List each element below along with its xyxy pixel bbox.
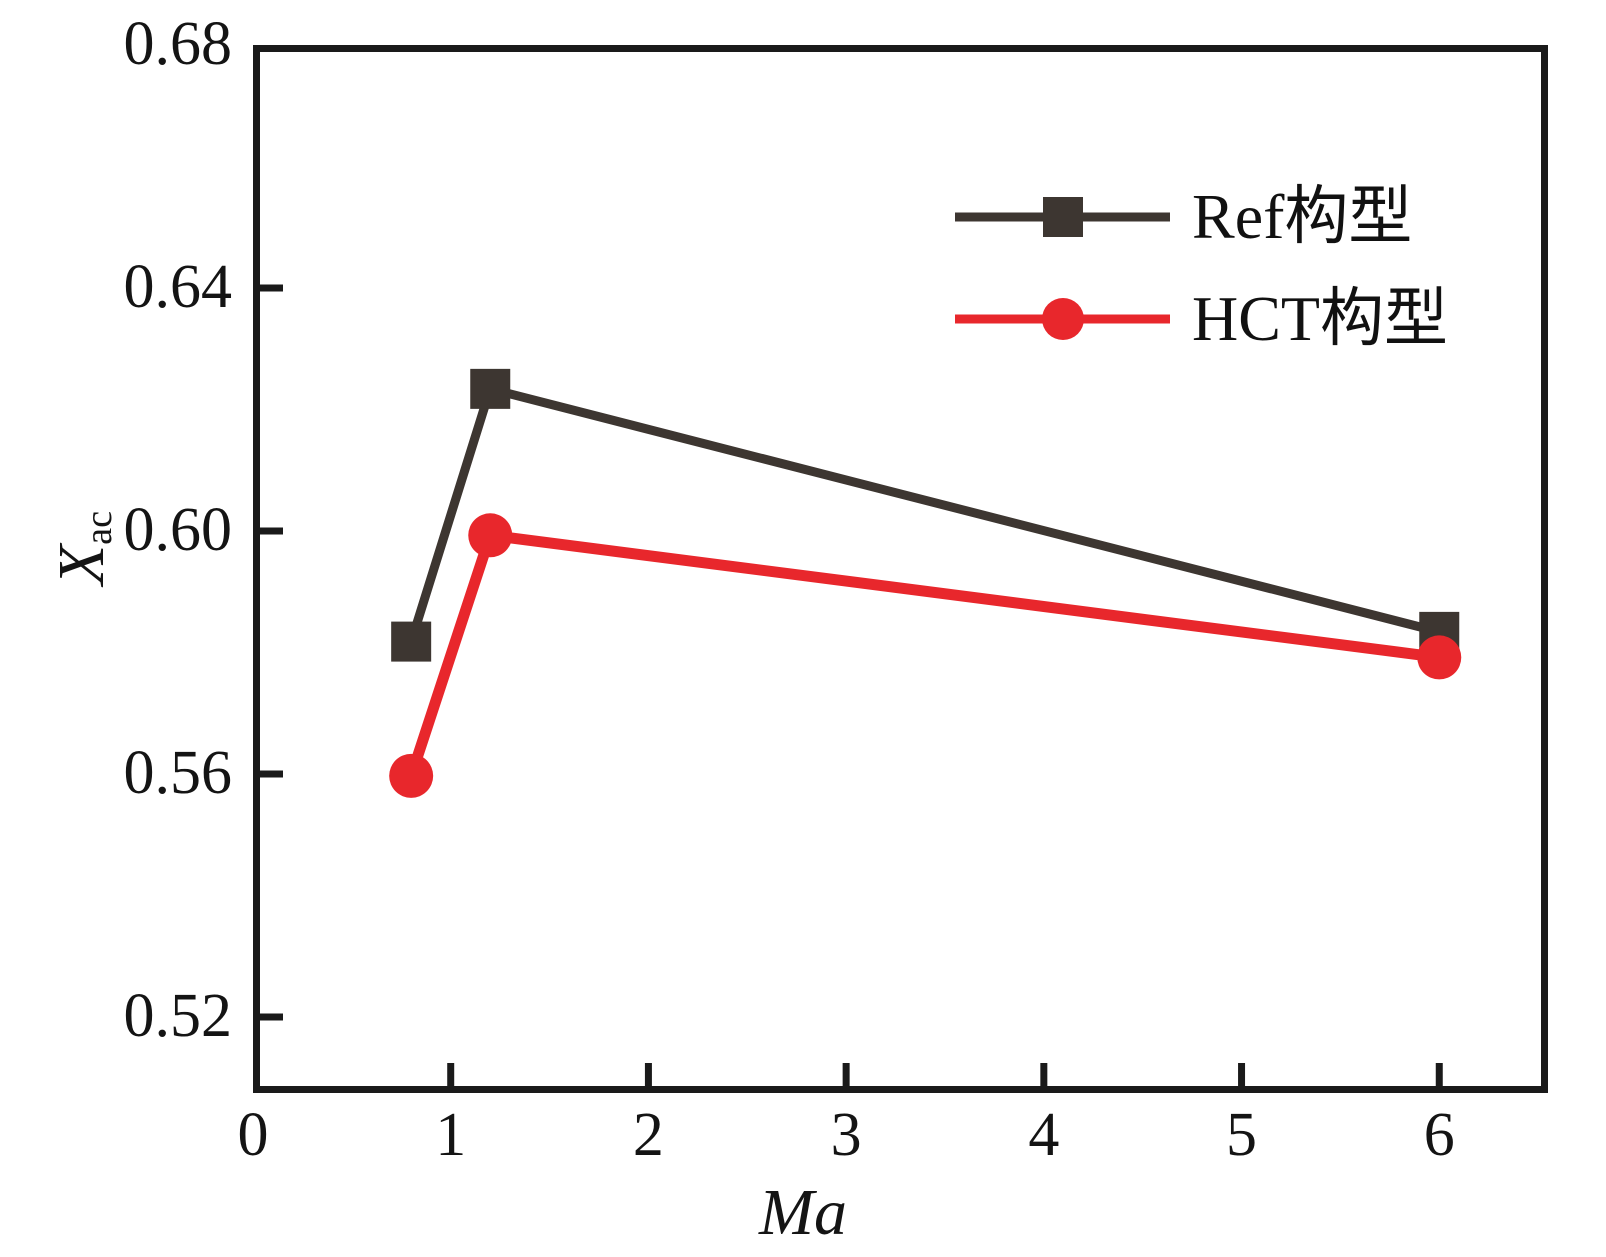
series-ref [391,368,1460,662]
legend-label-ref: Ref构型 [1192,181,1413,252]
x-axis-tick-label: 2 [632,1101,664,1169]
plot-area-frame [253,45,1548,1093]
y-axis-tick-label: 0.56 [123,739,233,808]
chart-legend: Ref构型 HCT构型 [955,185,1448,351]
legend-sample-hct [955,296,1170,342]
series-line [405,529,1445,782]
data-point-circle-marker [389,753,434,798]
y-axis-title: Xac [44,448,120,648]
legend-item-ref: Ref构型 [955,185,1448,249]
data-point-circle-marker [468,513,513,558]
y-axis-title-subscript: ac [78,510,121,545]
data-point-square-marker [470,368,511,409]
data-point-circle-marker [1417,635,1462,680]
x-axis-tick-label: 6 [1423,1101,1455,1169]
x-axis-tick-label: 1 [435,1101,467,1169]
x-axis-tick-labels: 0 1 2 3 4 5 6 [0,1104,1606,1194]
x-axis-title: Ma [759,1176,847,1249]
legend-item-hct: HCT构型 [955,287,1448,351]
series-hct [389,513,1462,798]
x-axis-tick-label: 4 [1028,1101,1060,1169]
y-axis-tick-labels: 0.52 0.56 0.60 0.64 0.68 [0,0,233,1257]
square-marker-icon [1042,197,1083,237]
y-axis-tick-label: 0.64 [123,253,233,321]
x-axis-tick-label: 0 [237,1101,269,1169]
legend-label-hct: HCT构型 [1192,283,1448,354]
y-axis-tick-label: 0.52 [123,982,233,1051]
circle-marker-icon [1041,298,1084,340]
x-axis-tick-label: 5 [1226,1101,1258,1169]
series-line [406,384,1444,647]
legend-sample-ref [955,194,1170,240]
x-axis-tick-label: 3 [830,1101,862,1169]
y-axis-tick-label: 0.60 [123,496,233,565]
y-axis-title-symbol: X [45,544,118,586]
data-point-square-marker [391,621,432,662]
chart-plot-svg [253,284,1462,1093]
y-axis-tick-label: 0.68 [123,10,233,78]
